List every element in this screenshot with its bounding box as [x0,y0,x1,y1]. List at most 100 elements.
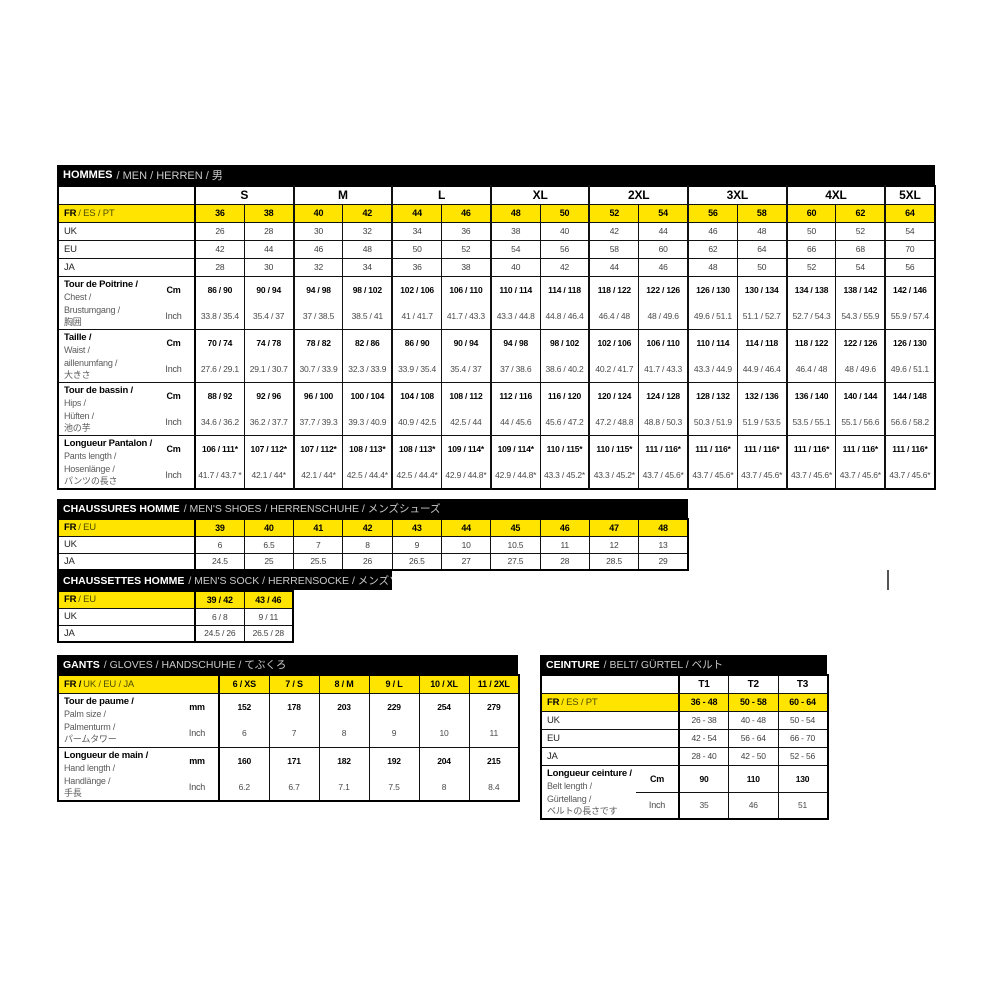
ja-row-label: JA [57,257,196,277]
ja-size-row: JA 28 30 32 34 36 38 40 42 44 46 48 50 52 54 56 [57,257,936,277]
value-cell: 68 [835,239,886,259]
value-cell: 66 - 70 [777,728,828,748]
value-cell: 54 [835,257,886,277]
waist-unit-inch: Inch [153,355,196,383]
value-cell: 46 [440,203,492,223]
value-cell: 24.5 / 26 [194,624,245,643]
value-cell: 44 [440,518,492,537]
value-cell: 94 / 98 [292,275,344,303]
size-group-cell: 4XL [785,185,886,205]
value-cell: 52.7 / 54.3 [785,302,837,330]
socks-section: CHAUSSETTES HOMME / MEN'S SOCK / HERRENS… [57,571,392,643]
value-cell: 52 - 56 [777,746,828,766]
waist-label-en: Waist / [64,345,90,355]
shoes-uk-row: UK 6 6.5 7 8 9 10 10.5 11 12 13 [57,535,689,554]
value-cell: 107 / 112* [292,434,344,462]
value-cell: 43.7 / 45.6* [835,461,886,489]
value-cell: 134 / 138 [785,275,837,303]
value-cell: 108 / 112 [440,381,492,409]
value-cell: 12 [588,535,640,554]
value-cell: 39 / 42 [194,590,245,609]
value-cell: 43.7 / 45.6* [638,461,689,489]
eu-row-label: EU [57,239,196,259]
pants-label-ja: パンツの長さ [64,476,118,486]
value-cell: T1 [678,674,729,694]
belt-fr-label: FR / ES / PT [540,692,680,712]
value-cell: 39.3 / 40.9 [342,408,393,436]
value-cell: 60 - 64 [777,692,828,712]
uk-row-label: UK [57,221,196,241]
value-cell: 26 [342,552,393,571]
value-cell: 43 [391,518,442,537]
socks-title: CHAUSSETTES HOMME [63,574,185,587]
value-cell: 42 [588,221,640,241]
value-cell: 13 [638,535,689,554]
value-cell: 27.6 / 29.1 [193,355,245,383]
value-cell: 42 - 50 [728,746,779,766]
value-cell: 46 [687,221,738,241]
belt-eu-label: EU [540,728,680,748]
value-cell: 9 / L [368,674,420,694]
fr-size-row: FR / ES / PT 36 38 40 42 44 46 48 50 52 54 56 58 60 62… [57,203,936,223]
waist-label-ja: 大きさ [64,370,91,380]
value-cell: 178 [268,692,320,720]
hips-label-de: Hüften / [64,410,94,421]
value-cell: 47 [588,518,640,537]
size-group-cell: M [292,185,393,205]
value-cell: 48.8 / 50.3 [638,408,689,436]
value-cell: 46 [728,791,779,820]
value-cell: 9 [391,535,442,554]
socks-uk-label: UK [57,607,196,626]
value-cell: 106 / 110 [638,328,689,356]
belt-length-cm-row: Longueur ceinture / Belt length / Gürtel… [540,764,828,820]
belt-length-unit-cm: Cm [636,764,680,793]
value-cell: 54 [638,203,689,223]
value-cell: 42.1 / 44* [243,461,295,489]
palm-unit-mm: mm [176,692,221,720]
hand-inch-row: Inch 6.2 6.7 7.1 7.5 8 8.4 [58,774,520,802]
value-cell: 41.7 / 43.7 * [193,461,245,489]
hand-label-de: Handlänge / [64,775,111,786]
value-cell: 50 - 58 [728,692,779,712]
value-cell: 8 [318,720,370,748]
men-title: HOMMES [63,169,113,181]
socks-fr-label: FR / EU [57,590,196,609]
value-cell: 41.7 / 43.3 [440,302,492,330]
value-cell: 42 [342,518,393,537]
value-cell: 9 [368,720,420,748]
shoes-title-translations: / MEN'S SHOES / HERRENSCHUHE / メンズシューズ [183,503,441,515]
value-cell: 33.8 / 35.4 [193,302,245,330]
value-cell: 55.1 / 56.6 [835,408,886,436]
belt-ja-row: JA 28 - 40 42 - 50 52 - 56 [540,746,828,766]
value-cell: 42 [193,239,245,259]
value-cell: 7 [293,535,344,554]
value-cell: 38.6 / 40.2 [539,355,590,383]
value-cell: 254 [418,692,470,720]
belt-length-label-en: Belt length / [547,781,592,791]
value-cell: 26 - 38 [678,710,729,730]
value-cell: 120 / 124 [588,381,640,409]
fr-label-rest: / ES / PT [78,207,115,219]
value-cell: 229 [368,692,420,720]
hand-mm-row: Longueur de main / Hand length / Handlän… [57,746,520,802]
hips-row-label: Tour de bassin / Hips / Hüften / 池の芋 [57,381,153,436]
belt-title-bar: CEINTURE / BELT/ GÜRTEL / ベルト [540,655,827,674]
value-cell: 56 [884,257,936,277]
pants-label-de: Hosenlänge / [64,463,115,474]
value-cell: 54.3 / 55.9 [835,302,886,330]
value-cell: 48 [687,257,738,277]
value-cell: 34 [342,257,393,277]
value-cell: 29.1 / 30.7 [243,355,295,383]
waist-unit-cm: Cm [153,328,196,356]
hips-label-ja: 池の芋 [64,423,91,433]
shoes-title-bar: CHAUSSURES HOMME / MEN'S SHOES / HERRENS… [57,499,688,518]
value-cell: 35.4 / 37 [440,355,492,383]
value-cell: 109 / 114* [489,434,541,462]
palm-unit-inch: Inch [176,720,221,748]
value-cell: 7.1 [318,774,370,802]
value-cell: 111 / 116* [638,434,689,462]
belt-ja-label: JA [540,746,680,766]
value-cell: 51 [777,791,828,820]
hand-unit-inch: Inch [176,774,221,802]
